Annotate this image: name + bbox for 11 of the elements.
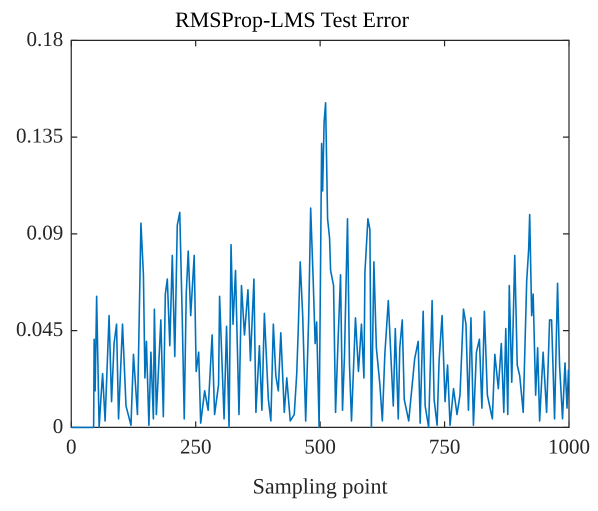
y-tick-label: 0.18 — [26, 26, 64, 51]
x-tick-label: 1000 — [548, 434, 590, 459]
x-tick-label: 500 — [304, 434, 336, 459]
x-tick-label: 250 — [180, 434, 212, 459]
x-axis-title: Sampling point — [252, 474, 388, 499]
chart-title: RMSProp-LMS Test Error — [175, 6, 410, 32]
y-tick-label: 0.045 — [16, 317, 64, 342]
y-tick-label: 0.09 — [26, 220, 64, 244]
x-tick-label: 750 — [428, 434, 460, 459]
y-tick-label: 0.135 — [16, 124, 64, 148]
y-tick-label: 0 — [52, 414, 64, 438]
